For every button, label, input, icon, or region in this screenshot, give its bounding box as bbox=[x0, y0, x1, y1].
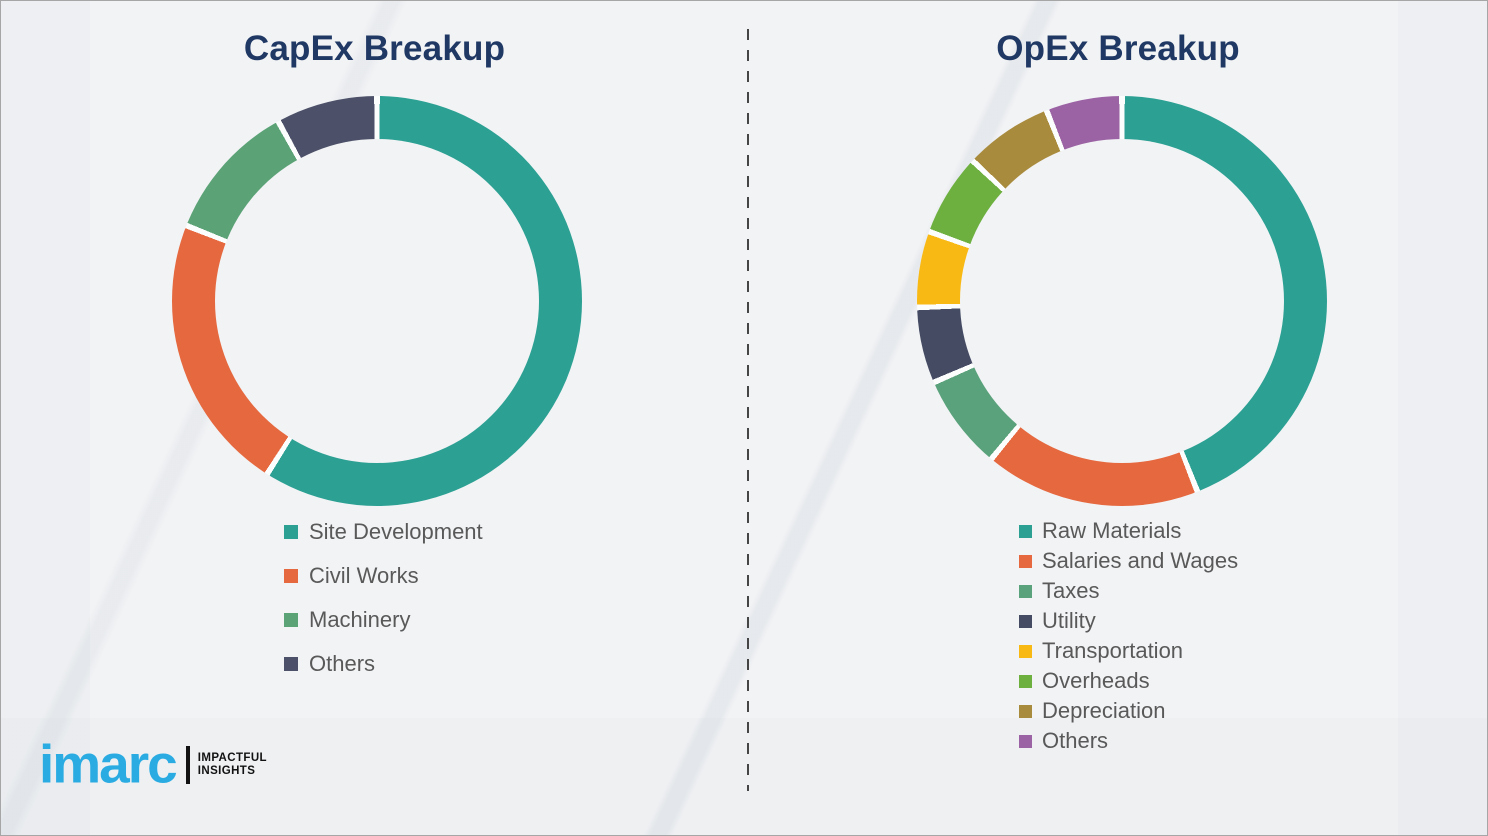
legend-item: Site Development bbox=[284, 510, 483, 554]
panel-divider-dashed-line bbox=[747, 29, 749, 791]
capex-donut-chart bbox=[172, 96, 582, 506]
legend-label: Site Development bbox=[309, 519, 483, 544]
logo-tagline-line2: INSIGHTS bbox=[197, 764, 256, 777]
legend-label: Transportation bbox=[1042, 638, 1184, 663]
opex-donut-hole bbox=[960, 139, 1284, 463]
legend-label: Raw Materials bbox=[1042, 518, 1182, 543]
legend-label: Civil Works bbox=[309, 563, 419, 588]
legend-swatch-icon bbox=[1019, 734, 1032, 748]
legend-item: Utility bbox=[1019, 606, 1238, 636]
imarc-brand-text: imarc bbox=[39, 733, 178, 795]
legend-swatch-icon bbox=[1019, 674, 1032, 688]
legend-swatch-icon bbox=[1019, 524, 1032, 538]
legend-label: Salaries and Wages bbox=[1042, 548, 1239, 573]
opex-title: OpEx Breakup bbox=[996, 29, 1240, 68]
legend-item: Others bbox=[1019, 726, 1238, 756]
legend-item: Depreciation bbox=[1019, 696, 1238, 726]
legend-item: Raw Materials bbox=[1019, 516, 1238, 546]
legend-label: Others bbox=[1042, 728, 1109, 753]
logo-divider-bar bbox=[185, 745, 190, 784]
legend-label: Machinery bbox=[309, 607, 411, 632]
legend-label: Others bbox=[309, 651, 376, 676]
legend-label: Overheads bbox=[1042, 668, 1150, 693]
legend-item: Others bbox=[284, 642, 483, 686]
legend-swatch-icon bbox=[284, 613, 298, 627]
logo-tagline: IMPACTFUL INSIGHTS bbox=[198, 752, 267, 778]
legend-swatch-icon bbox=[284, 525, 298, 539]
legend-label: Utility bbox=[1042, 608, 1096, 633]
legend-item: Transportation bbox=[1019, 636, 1238, 666]
legend-swatch-icon bbox=[284, 657, 298, 671]
legend-label: Depreciation bbox=[1042, 698, 1166, 723]
legend-item: Civil Works bbox=[284, 554, 483, 598]
legend-label: Taxes bbox=[1042, 578, 1100, 603]
legend-swatch-icon bbox=[284, 569, 298, 583]
legend-swatch-icon bbox=[1019, 554, 1032, 568]
legend-item: Salaries and Wages bbox=[1019, 546, 1238, 576]
legend-item: Machinery bbox=[284, 598, 483, 642]
legend-swatch-icon bbox=[1019, 704, 1032, 718]
capex-donut-hole bbox=[215, 139, 539, 463]
imarc-logo: imarc IMPACTFUL INSIGHTS bbox=[39, 737, 267, 792]
legend-swatch-icon bbox=[1019, 614, 1032, 628]
logo-tagline-line1: IMPACTFUL bbox=[197, 751, 267, 764]
legend-item: Taxes bbox=[1019, 576, 1238, 606]
opex-donut-chart bbox=[917, 96, 1327, 506]
legend-item: Overheads bbox=[1019, 666, 1238, 696]
capex-title: CapEx Breakup bbox=[243, 29, 506, 68]
legend-swatch-icon bbox=[1019, 584, 1032, 598]
capex-legend: Site Development Civil Works Machinery Othe… bbox=[284, 510, 483, 686]
legend-swatch-icon bbox=[1019, 644, 1032, 658]
opex-legend: Raw Materials Salaries and Wages Taxes Util… bbox=[1019, 516, 1238, 756]
